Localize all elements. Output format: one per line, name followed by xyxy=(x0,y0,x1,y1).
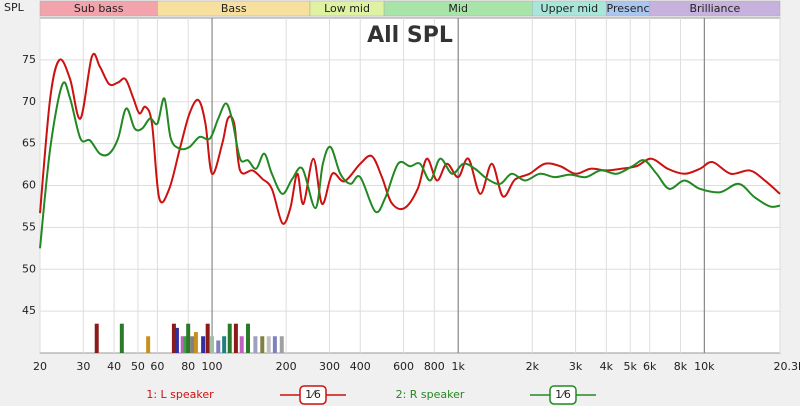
legend-smoothing: 1⁄6 xyxy=(305,388,321,401)
y-tick-label: 50 xyxy=(22,262,36,275)
band-label: Mid xyxy=(448,2,468,15)
series-line xyxy=(39,81,781,249)
x-tick-label: 300 xyxy=(319,360,340,373)
x-tick-label: 200 xyxy=(276,360,297,373)
x-tick-label: 40 xyxy=(107,360,121,373)
x-tick-label: 4k xyxy=(600,360,614,373)
x-tick-label: 1k xyxy=(451,360,465,373)
x-tick-label: 100 xyxy=(202,360,223,373)
x-tick-label: 60 xyxy=(150,360,164,373)
x-tick-label: 800 xyxy=(424,360,445,373)
y-tick-label: 60 xyxy=(22,179,36,192)
x-tick-label: 6k xyxy=(643,360,657,373)
bar xyxy=(171,323,176,353)
x-tick-label: 30 xyxy=(76,360,90,373)
y-tick-label: 45 xyxy=(22,304,36,317)
band-label: Sub bass xyxy=(74,2,124,15)
bar xyxy=(201,336,206,353)
x-tick-label: 3k xyxy=(569,360,583,373)
legend-label: 1: L speaker xyxy=(146,388,214,401)
x-tick-label: 50 xyxy=(131,360,145,373)
y-axis-label: SPL xyxy=(4,1,25,14)
band-label: Presenc xyxy=(607,2,650,15)
x-tick-label: 5k xyxy=(624,360,638,373)
bar xyxy=(94,323,99,353)
bar xyxy=(174,327,179,353)
bar xyxy=(210,336,215,353)
band-label: Low mid xyxy=(324,2,370,15)
band-label: Brilliance xyxy=(689,2,740,15)
bar xyxy=(193,332,198,353)
bar xyxy=(119,323,124,353)
legend-label: 2: R speaker xyxy=(396,388,465,401)
bar xyxy=(180,336,185,353)
x-tick-label: 400 xyxy=(350,360,371,373)
x-tick-label: 2k xyxy=(526,360,540,373)
y-tick-label: 55 xyxy=(22,220,36,233)
x-tick-label: 10k xyxy=(694,360,715,373)
legend-box xyxy=(299,385,327,405)
chart-title: All SPL xyxy=(367,23,453,48)
bar xyxy=(272,336,277,353)
band-label: Upper mid xyxy=(541,2,599,15)
bar xyxy=(146,336,151,353)
bar xyxy=(186,323,191,353)
bar xyxy=(279,336,284,353)
legend-box xyxy=(549,385,577,405)
bar xyxy=(260,336,265,353)
y-tick-label: 75 xyxy=(22,53,36,66)
band xyxy=(649,0,781,17)
x-tick-label: 8k xyxy=(674,360,688,373)
bar xyxy=(190,336,195,353)
bar xyxy=(253,336,258,353)
x-tick-label: 600 xyxy=(393,360,414,373)
bar xyxy=(266,336,271,353)
bar xyxy=(239,336,244,353)
legend-smoothing: 1⁄6 xyxy=(555,388,571,401)
bar xyxy=(246,323,251,353)
y-tick-label: 65 xyxy=(22,137,36,150)
x-tick-label: 20 xyxy=(33,360,47,373)
bar xyxy=(227,323,232,353)
bar xyxy=(205,323,210,353)
bar xyxy=(233,323,238,353)
x-tick-label: 80 xyxy=(181,360,195,373)
y-tick-label: 70 xyxy=(22,95,36,108)
bar xyxy=(216,340,221,353)
x-tick-label: 20.3kHz xyxy=(774,360,800,373)
bar xyxy=(183,336,188,353)
band-label: Bass xyxy=(221,2,247,15)
bar xyxy=(222,336,227,353)
